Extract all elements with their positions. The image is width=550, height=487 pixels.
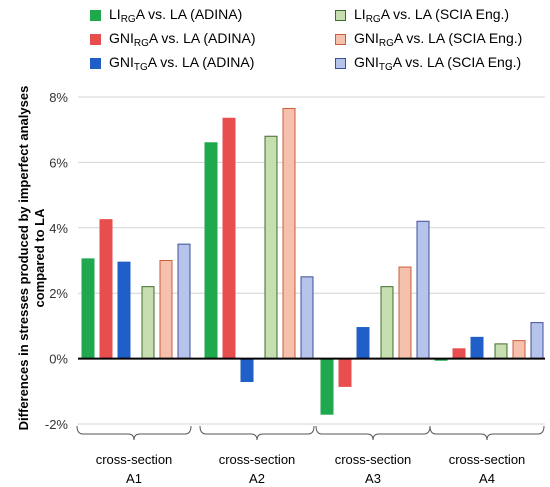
bar	[117, 261, 131, 360]
category-brace	[199, 425, 315, 441]
bar	[380, 286, 394, 360]
bar	[264, 135, 278, 360]
legend-label: GNITGA vs. LA (ADINA)	[109, 53, 255, 73]
legend-swatch	[90, 33, 101, 45]
y-tick-label: 8%	[49, 90, 68, 105]
bar	[494, 343, 508, 360]
bar	[282, 107, 296, 360]
bar	[177, 243, 191, 360]
legend-swatch	[335, 33, 346, 45]
legend-item: LIRGA vs. LA (SCIA Eng.)	[335, 4, 509, 26]
y-tick-label: 4%	[49, 221, 68, 236]
bar	[416, 220, 430, 360]
bar	[204, 142, 218, 360]
bar	[300, 276, 314, 360]
legend-swatch	[90, 9, 101, 21]
bar	[240, 358, 254, 382]
bar	[452, 348, 466, 360]
bar	[222, 117, 236, 360]
bar	[81, 258, 95, 360]
x-tick-label: cross-section	[96, 452, 173, 467]
category-brace	[76, 425, 192, 441]
legend-item: LIRGA vs. LA (ADINA)	[90, 4, 242, 26]
x-tick-label: A3	[365, 471, 381, 486]
y-tick-label: 6%	[49, 155, 68, 170]
bar	[141, 286, 155, 360]
legend-swatch	[335, 9, 346, 21]
category-brace	[315, 425, 431, 441]
legend: LIRGA vs. LA (ADINA) GNIRGA vs. LA (ADINA…	[0, 0, 550, 90]
x-tick-label: cross-section	[449, 452, 526, 467]
x-tick-label: A4	[479, 471, 495, 486]
category-brace	[429, 425, 545, 441]
bar	[356, 327, 370, 360]
x-tick-label: cross-section	[219, 452, 296, 467]
bar	[398, 266, 412, 360]
legend-label: LIRGA vs. LA (SCIA Eng.)	[354, 5, 510, 25]
legend-label: GNIRGA vs. LA (SCIA Eng.)	[354, 29, 523, 49]
x-tick-label: A2	[249, 471, 265, 486]
legend-item: GNIRGA vs. LA (SCIA Eng.)	[335, 28, 522, 50]
y-tick-label: 0%	[49, 352, 68, 367]
bar	[470, 336, 484, 360]
bar	[338, 358, 352, 387]
bar	[99, 219, 113, 360]
legend-label: GNITGA vs. LA (SCIA Eng.)	[354, 53, 522, 73]
legend-label: LIRGA vs. LA (ADINA)	[109, 5, 243, 25]
x-tick-label: cross-section	[335, 452, 412, 467]
bar	[530, 322, 544, 360]
legend-swatch	[90, 57, 101, 69]
legend-item: GNITGA vs. LA (SCIA Eng.)	[335, 52, 521, 74]
y-axis-label: Differences in stresses produced by impe…	[16, 86, 47, 431]
x-tick-label: A1	[126, 471, 142, 486]
bar	[320, 358, 334, 415]
y-tick-label: -2%	[45, 417, 69, 432]
legend-swatch	[335, 57, 346, 69]
y-tick-label: 2%	[49, 286, 68, 301]
legend-label: GNIRGA vs. LA (ADINA)	[109, 29, 256, 49]
legend-item: GNIRGA vs. LA (ADINA)	[90, 28, 255, 50]
legend-item: GNITGA vs. LA (ADINA)	[90, 52, 254, 74]
bar	[512, 340, 526, 360]
bar	[159, 260, 173, 360]
